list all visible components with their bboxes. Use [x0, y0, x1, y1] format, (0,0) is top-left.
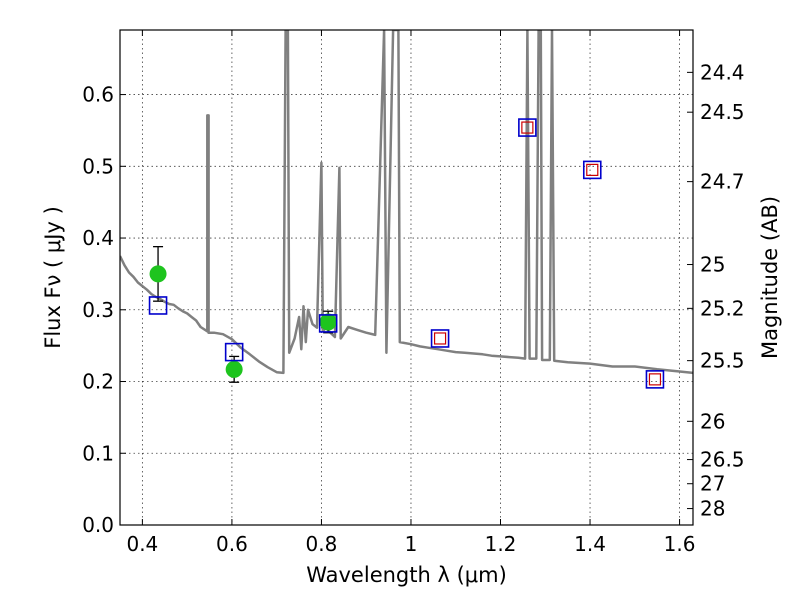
y2-tick-label: 25.2 — [700, 296, 745, 320]
y2-tick-label: 25 — [700, 253, 725, 277]
model-flux-square-blue — [645, 370, 665, 389]
y-tick-label: 0.5 — [82, 154, 114, 178]
y2-tick-label: 24.4 — [700, 60, 745, 84]
y-tick-label: 0.1 — [82, 441, 114, 465]
y2-tick-label: 27 — [700, 472, 725, 496]
y2-axis-label: Magnitude (AB) — [758, 196, 782, 359]
y2-tick-label: 26 — [700, 409, 725, 433]
y2-tick-label: 24.7 — [700, 170, 745, 194]
y-tick-label: 0.4 — [82, 226, 114, 250]
y2-tick-label: 28 — [700, 497, 725, 521]
y2-tick-label: 25.5 — [700, 349, 745, 373]
axes: 0.4 0.6 0.8 1 1.2 1.4 1.6 0.0 0.1 0.2 0.3 0.4 0.5 0.6… — [82, 30, 745, 556]
model-flux-square-blue — [430, 329, 450, 348]
model-flux-square-red — [648, 373, 662, 386]
plot-area — [120, 30, 693, 389]
model-flux-square-blue — [148, 296, 168, 315]
plot-frame — [119, 29, 694, 526]
model-flux-square-red — [521, 121, 534, 134]
model-flux-square-blue — [518, 118, 537, 137]
y-tick-label: 0.6 — [82, 83, 114, 107]
x-tick-label: 1.4 — [574, 532, 606, 556]
model-flux-square-blue — [224, 342, 244, 362]
y-tick-label: 0.2 — [82, 370, 114, 394]
model-flux-square-red — [433, 332, 447, 345]
y-tick-label: 0.3 — [82, 298, 114, 322]
sed-model-line — [120, 30, 693, 375]
x-tick-label: 0.4 — [126, 532, 158, 556]
y-tick-label: 0.0 — [82, 513, 114, 537]
observed-flux-point — [149, 265, 167, 283]
model-flux-square-red — [586, 163, 599, 176]
model-flux-square-blue — [582, 160, 602, 180]
x-axis-label: Wavelength λ (μm) — [306, 563, 507, 587]
observed-flux-point — [225, 360, 243, 378]
grid-lines — [120, 30, 693, 526]
y-axis-label: Flux Fν ( μJy ) — [41, 206, 65, 349]
y2-tick-label: 24.5 — [700, 100, 745, 124]
model-flux-square-blue — [318, 314, 338, 333]
y2-tick-label: 26.5 — [700, 448, 745, 472]
x-tick-label: 1.6 — [664, 532, 696, 556]
x-tick-label: 0.6 — [216, 532, 248, 556]
observed-flux-point — [319, 313, 337, 331]
x-tick-label: 1.2 — [485, 532, 517, 556]
x-tick-label: 1 — [405, 532, 418, 556]
x-tick-label: 0.8 — [306, 532, 338, 556]
